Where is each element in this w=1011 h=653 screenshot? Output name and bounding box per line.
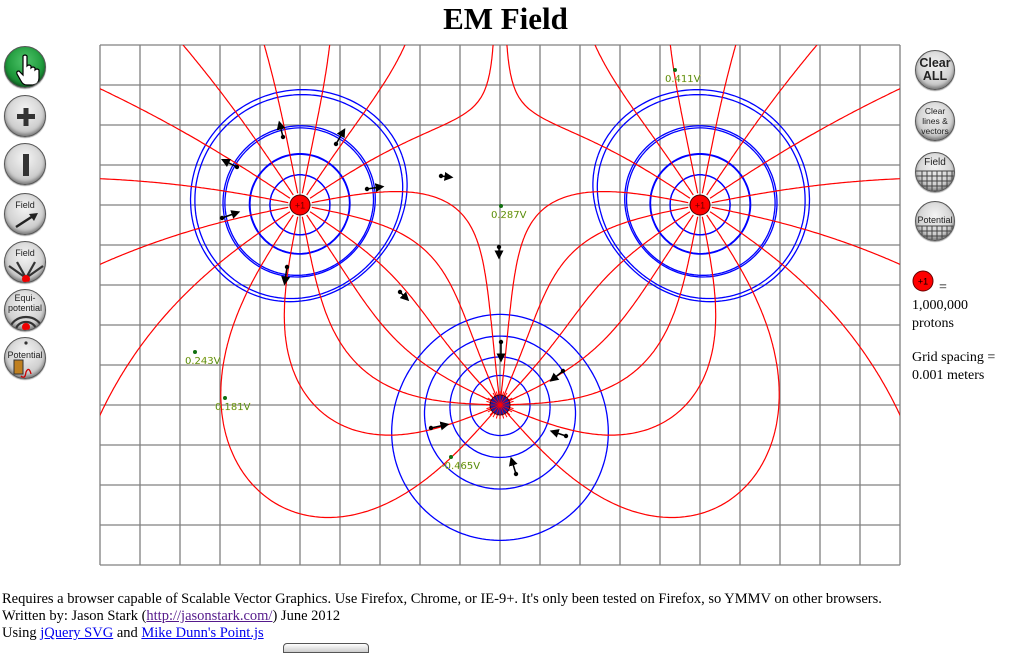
equipotential-icon <box>8 315 44 330</box>
legend-unit: protons <box>912 316 954 331</box>
page-title: EM Field <box>443 1 568 36</box>
equipotential-tool-button[interactable]: Equi- potential <box>4 289 46 331</box>
bottom-button[interactable] <box>283 643 369 653</box>
point-js-link[interactable]: Mike Dunn's Point.js <box>141 625 264 641</box>
probe-voltage-label: 0.243V <box>185 356 221 367</box>
add-positive-charge-button[interactable] <box>4 95 46 137</box>
field-vector <box>281 264 291 286</box>
field-vector <box>509 456 519 477</box>
field-vector <box>549 429 569 439</box>
grid-icon <box>916 225 954 240</box>
field-vector <box>549 368 566 382</box>
field-vector <box>333 128 346 147</box>
field-vector <box>494 244 504 260</box>
potential-probe: 0.287V <box>491 204 527 221</box>
author-line: Written by: Jason Stark (http://jasonsta… <box>2 608 340 625</box>
field-lines-label: Field <box>15 248 35 258</box>
credits-prefix: Using <box>2 625 41 641</box>
legend-equals: = <box>939 280 947 295</box>
grid-spacing-value: 0.001 meters <box>912 368 985 383</box>
clear-all-button[interactable]: Clear ALL <box>915 50 955 90</box>
potential-probe-tool-button[interactable]: Potential <box>4 337 46 379</box>
grid-spacing-label: Grid spacing = <box>912 350 996 365</box>
charge-legend-badge: +1 <box>912 270 936 292</box>
probe-voltage-label: 0.287V <box>491 210 527 221</box>
field-vector <box>220 158 240 170</box>
author-prefix: Written by: Jason Stark ( <box>2 608 147 624</box>
svg-text:+1: +1 <box>918 277 928 287</box>
potential-probe-label: Potential <box>7 350 43 360</box>
pointer-tool-button[interactable] <box>4 46 46 88</box>
browser-requirements-note: Requires a browser capable of Scalable V… <box>2 591 882 607</box>
potential-grid-label: Potential <box>917 215 953 225</box>
field-vector <box>438 171 454 181</box>
credits-line: Using jQuery SVG and Mike Dunn's Point.j… <box>2 625 264 642</box>
grid-icon <box>916 170 954 191</box>
voltmeter-icon <box>13 341 32 378</box>
potential-probe: 0.181V <box>215 396 251 413</box>
potential-probe: -0.465V <box>441 455 480 472</box>
negative-charge[interactable] <box>489 394 511 416</box>
author-link[interactable]: http://jasonstark.com/ <box>146 608 273 624</box>
charges[interactable]: +1 +1 <box>289 194 711 416</box>
clear-lines-label-3: vectors <box>921 126 949 136</box>
minus-icon <box>23 154 29 176</box>
field-lines <box>100 45 900 519</box>
field-vector <box>276 120 286 140</box>
author-suffix: ) June 2012 <box>272 608 341 624</box>
arrow-icon <box>15 213 38 229</box>
equipotential-label-top: Equi- <box>14 293 36 303</box>
probe-voltage-label: 0.181V <box>215 402 251 413</box>
positive-charge[interactable]: +1 <box>689 194 711 216</box>
clear-all-label-bottom: ALL <box>922 69 948 83</box>
jquery-svg-link[interactable]: jQuery SVG <box>40 625 114 641</box>
grid <box>99 44 901 566</box>
legend-amount: 1,000,000 <box>912 298 968 313</box>
equipotential-label-bottom: potential <box>7 303 43 313</box>
field-vector <box>428 421 450 431</box>
field-grid-label: Field <box>924 157 946 168</box>
probe-voltage-label: -0.465V <box>441 461 480 472</box>
svg-text:+1: +1 <box>695 201 705 211</box>
plus-icon <box>17 108 35 126</box>
potential-probe: 0.411V <box>665 68 701 85</box>
potential-grid-button[interactable]: Potential <box>915 201 955 241</box>
clear-lines-label-1: Clear <box>924 106 946 116</box>
potential-probe: 0.243V <box>185 350 221 367</box>
field-lines-icon <box>8 261 44 282</box>
field-vector-label: Field <box>15 200 35 210</box>
field-vector <box>364 183 385 193</box>
field-vector <box>496 339 506 363</box>
potential-probes: 0.411V 0.287V 0.243V 0.181V -0.465V <box>185 68 701 472</box>
clear-lines-label-2: lines & <box>922 116 948 126</box>
positive-charge[interactable]: +1 <box>289 194 311 216</box>
hand-pointer-icon <box>16 54 40 86</box>
svg-text:+1: +1 <box>295 201 305 211</box>
clear-lines-vectors-button[interactable]: Clear lines & vectors <box>915 101 955 141</box>
field-vector <box>397 289 410 302</box>
add-negative-charge-button[interactable] <box>4 143 46 185</box>
credits-mid: and <box>113 625 142 641</box>
clear-all-label-top: Clear <box>919 56 951 70</box>
field-vector <box>219 210 241 221</box>
field-vector-tool-button[interactable]: Field <box>4 193 46 235</box>
probe-voltage-label: 0.411V <box>665 74 701 85</box>
field-lines-tool-button[interactable]: Field <box>4 241 46 283</box>
field-grid-button[interactable]: Field <box>915 152 955 192</box>
field-vectors <box>219 120 569 477</box>
